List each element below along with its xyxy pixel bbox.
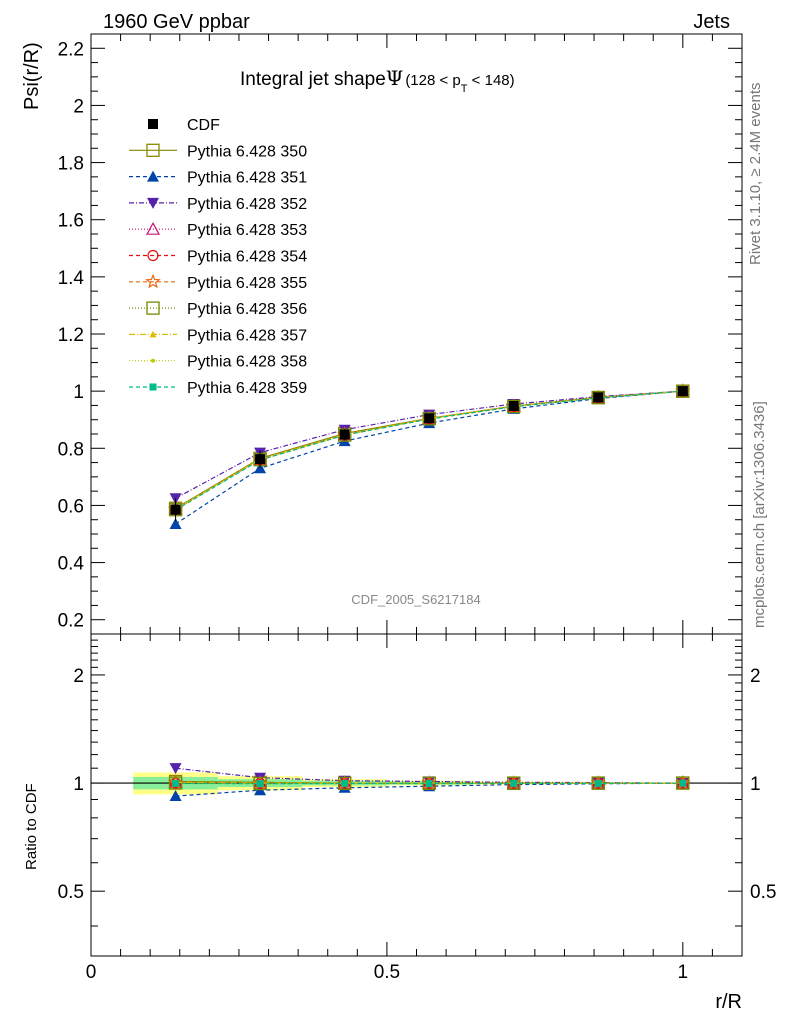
y-tick-label: 0.6 [58,496,84,517]
y-tick-label: 1.2 [58,325,84,346]
legend-label: Pythia 6.428 353 [187,222,307,239]
ratio-point [679,780,686,787]
mcplots-label: mcplots.cern.ch [arXiv:1306.3436] [751,401,768,628]
data-point [593,392,603,402]
header-right: Jets [693,11,730,33]
ratio-point [257,780,264,787]
ratio-y-tick-label-right: 2 [750,666,761,687]
series-line [176,391,683,509]
series-line [176,391,683,509]
legend-label: Pythia 6.428 357 [187,327,307,344]
y-tick-label: 1.8 [58,154,84,175]
legend-label: Pythia 6.428 351 [187,170,307,187]
legend-label: CDF [187,117,220,134]
data-point [678,386,688,396]
legend-marker [150,384,157,391]
legend-label: Pythia 6.428 358 [187,354,307,371]
y-tick-label: 1.6 [58,211,84,232]
data-point [509,401,519,411]
ratio-point [341,780,348,787]
y-tick-label: 2 [73,96,84,117]
y-tick-label: 2.2 [58,39,84,60]
ratio-y-tick-label-right: 0.5 [750,882,776,903]
header-left: 1960 GeV ppbar [103,11,250,33]
ratio-y-tick-label-right: 1 [750,774,761,795]
ratio-point [510,780,517,787]
legend-label: Pythia 6.428 352 [187,196,307,213]
legend-marker [148,119,158,129]
legend-label: Pythia 6.428 355 [187,275,307,292]
ratio-point [595,780,602,787]
data-point [340,430,350,440]
legend-marker [151,359,155,363]
series-line [176,391,683,510]
legend-label: Pythia 6.428 359 [187,380,307,397]
rivet-label: Rivet 3.1.10, ≥ 2.4M events [747,83,764,266]
y-tick-label: 1 [73,382,84,403]
x-tick-label: 0.5 [374,962,400,983]
main-title: Integral jet shapeΨ(128 < pT < 148) [240,66,515,95]
data-point [255,454,265,464]
ratio-plot-frame [91,634,742,956]
y-tick-label: 0.4 [58,554,85,575]
legend-label: Pythia 6.428 356 [187,301,307,318]
series-line [176,391,683,509]
series-line [176,391,683,498]
data-point [171,505,181,515]
analysis-watermark: CDF_2005_S6217184 [351,592,480,607]
legend-marker [147,198,159,209]
legend-label: Pythia 6.428 354 [187,249,307,266]
legend-marker [147,275,159,287]
ratio-y-tick-label: 0.5 [58,882,84,903]
ratio-point [426,780,433,787]
y-tick-label: 0.2 [58,611,84,632]
legend-label: Pythia 6.428 350 [187,143,307,160]
y-axis-label-main: Psi(r/R) [21,42,43,110]
ratio-point [172,780,179,787]
series-line [176,391,683,509]
y-tick-label: 0.8 [58,439,84,460]
x-axis-label: r/R [715,991,742,1013]
series-line [176,391,683,508]
x-tick-label: 1 [678,962,689,983]
data-point [424,413,434,423]
ratio-y-tick-label: 1 [73,774,84,795]
y-tick-label: 1.4 [58,268,85,289]
y-axis-label-ratio: Ratio to CDF [23,783,40,870]
x-tick-label: 0 [86,962,97,983]
series-line [176,391,683,509]
ratio-y-tick-label: 2 [73,666,84,687]
series-line [176,391,683,510]
